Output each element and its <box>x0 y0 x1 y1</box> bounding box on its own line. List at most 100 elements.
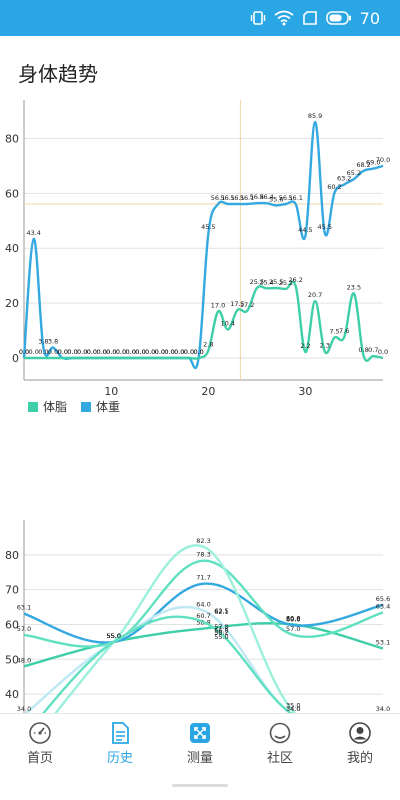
data-label: 0.0 <box>135 348 145 356</box>
data-label: 70.0 <box>376 156 390 164</box>
x-tick-label: 30 <box>298 385 312 398</box>
data-label: 68.2 <box>356 161 370 169</box>
comparison-series-line <box>52 544 299 715</box>
data-label: 0.0 <box>116 348 126 356</box>
data-label: 60.0 <box>286 614 300 622</box>
data-label: 78.3 <box>196 551 210 559</box>
document-icon <box>112 722 129 744</box>
sim-card-icon <box>302 10 318 26</box>
battery-icon <box>325 11 352 25</box>
data-label: 44.5 <box>298 226 312 234</box>
data-label: 3.8 <box>38 338 48 346</box>
y-tick-label: 0 <box>12 352 19 365</box>
data-label: 0.0 <box>87 348 97 356</box>
data-label: 3.8 <box>48 338 58 346</box>
data-label: 57.0 <box>286 625 300 633</box>
data-label: 82.3 <box>196 537 210 545</box>
data-label: 0.0 <box>116 348 126 356</box>
data-label: 0.0 <box>193 348 203 356</box>
data-label: 34.0 <box>17 705 31 713</box>
data-label: 2.3 <box>320 342 330 350</box>
data-label: 25.4 <box>259 278 273 286</box>
y-tick-label: 40 <box>5 688 19 701</box>
nav-item-measure[interactable]: 测量 <box>160 714 240 773</box>
data-label: 0.0 <box>106 348 116 356</box>
data-label: 63.4 <box>376 603 390 611</box>
data-label: 55.0 <box>107 632 121 640</box>
data-label: 7.5 <box>329 327 339 335</box>
legend-label-fat: 体脂 <box>43 400 68 414</box>
data-label: 64.0 <box>196 601 210 609</box>
data-label: 59.8 <box>286 615 300 623</box>
data-label: 10.4 <box>221 319 235 327</box>
data-label: 53.1 <box>376 638 390 646</box>
wifi-icon <box>274 10 294 26</box>
data-label: 62.1 <box>214 608 228 616</box>
data-label: 35.0 <box>286 702 300 710</box>
x-tick-label: 20 <box>201 385 215 398</box>
legend-label-weight: 体重 <box>96 400 121 414</box>
data-label: 55.0 <box>107 632 121 640</box>
data-label: 56.4 <box>250 193 264 201</box>
data-label: 0.0 <box>164 348 174 356</box>
data-label: 55.0 <box>107 632 121 640</box>
data-label: 0.8 <box>358 346 368 354</box>
data-label: 62.5 <box>214 607 228 615</box>
battery-level: 70 <box>359 8 380 28</box>
data-label: 2.8 <box>203 340 213 348</box>
data-label: 0.0 <box>155 348 165 356</box>
data-label: 0.0 <box>126 348 136 356</box>
data-label: 56.1 <box>240 194 254 202</box>
nav-item-home[interactable]: 首页 <box>0 714 80 773</box>
vibrate-icon <box>250 10 266 26</box>
data-label: 17.5 <box>230 300 244 308</box>
data-label: 20.7 <box>308 291 322 299</box>
data-label: 0.0 <box>126 348 136 356</box>
data-label: 34.0 <box>376 705 390 713</box>
data-label: 48.0 <box>17 656 31 664</box>
data-label: 63.2 <box>337 175 351 183</box>
data-label: 0.0 <box>38 348 48 356</box>
y-tick-label: 40 <box>5 242 19 255</box>
nav-item-community[interactable]: 社区 <box>240 714 320 773</box>
page-title: 身体趋势 <box>18 62 98 86</box>
nav-item-profile[interactable]: 我的 <box>320 714 400 773</box>
y-tick-label: 20 <box>5 297 19 310</box>
data-label: 55.6 <box>269 195 283 203</box>
data-label: 69.0 <box>366 159 380 167</box>
legend-swatch-fat <box>28 401 38 412</box>
home-indicator <box>172 784 228 787</box>
data-label: 25.2 <box>279 279 293 287</box>
data-label: 0.0 <box>145 348 155 356</box>
data-label: 45.5 <box>201 223 215 231</box>
y-tick-label: 70 <box>5 584 19 597</box>
data-label: 0.0 <box>58 348 68 356</box>
data-label: 0.0 <box>106 348 116 356</box>
nav-item-history[interactable]: 历史 <box>80 714 160 773</box>
nav-label-measure: 测量 <box>186 751 213 766</box>
data-label: 56.1 <box>221 194 235 202</box>
data-label: 0.0 <box>96 348 106 356</box>
data-label: 0.0 <box>145 348 155 356</box>
data-label: 85.9 <box>308 112 322 120</box>
data-label: 0.0 <box>87 348 97 356</box>
series-line-fat <box>24 280 384 362</box>
scan-icon <box>190 723 210 743</box>
data-label: 26.2 <box>288 276 302 284</box>
y-tick-label: 80 <box>5 549 19 562</box>
data-label: 7.6 <box>339 327 349 335</box>
data-label: 55.0 <box>107 632 121 640</box>
data-label: 56.4 <box>259 193 273 201</box>
data-label: 56.1 <box>288 194 302 202</box>
data-label: 0.0 <box>378 348 388 356</box>
user-icon <box>349 722 371 744</box>
bottom-nav: 首页 历史 测量 社区 我的 <box>0 713 400 773</box>
comparison-chart[interactable]: 405060708048.055.058.860.053.163.155.071… <box>0 515 400 715</box>
data-label: 60.2 <box>327 183 341 191</box>
nav-label-home: 首页 <box>26 751 53 766</box>
data-label: 17.0 <box>211 301 225 309</box>
nav-label-community: 社区 <box>266 751 293 766</box>
data-label: 0.0 <box>184 348 194 356</box>
data-label: 43.4 <box>26 229 40 237</box>
